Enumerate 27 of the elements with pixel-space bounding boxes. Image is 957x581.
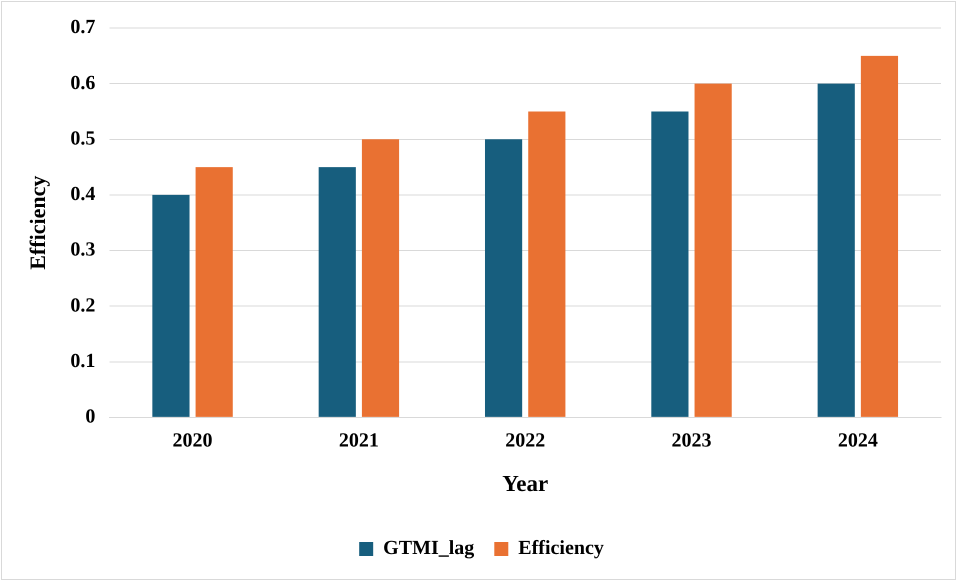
- legend-label: Efficiency: [518, 537, 604, 560]
- legend-label: GTMI_lag: [383, 537, 474, 560]
- bar: [484, 139, 522, 417]
- bar: [362, 139, 400, 417]
- y-tick-label: 0: [85, 406, 96, 428]
- x-tick-label: 2020: [172, 430, 213, 452]
- bar: [318, 167, 356, 417]
- bar: [860, 56, 898, 417]
- y-axis-title: Efficiency: [24, 176, 50, 270]
- bar: [818, 84, 855, 417]
- y-tick-label: 0.6: [70, 72, 96, 94]
- y-tick-label: 0.4: [70, 183, 96, 206]
- bar: [694, 84, 732, 417]
- bar: [651, 111, 688, 417]
- y-tick-label: 0.3: [70, 238, 96, 261]
- x-axis-title: Year: [502, 471, 548, 496]
- x-tick-label: 2023: [672, 430, 712, 452]
- y-tick-label: 0.2: [70, 294, 96, 316]
- bar: [152, 194, 190, 417]
- bar: [196, 167, 233, 417]
- y-tick-label: 0.7: [70, 16, 96, 38]
- x-tick-label: 2024: [838, 430, 878, 452]
- bar: [528, 111, 566, 417]
- y-tick-label: 0.1: [70, 350, 96, 372]
- x-tick-label: 2022: [505, 430, 546, 452]
- x-tick-label: 2021: [338, 430, 379, 452]
- y-tick-label: 0.5: [70, 127, 96, 150]
